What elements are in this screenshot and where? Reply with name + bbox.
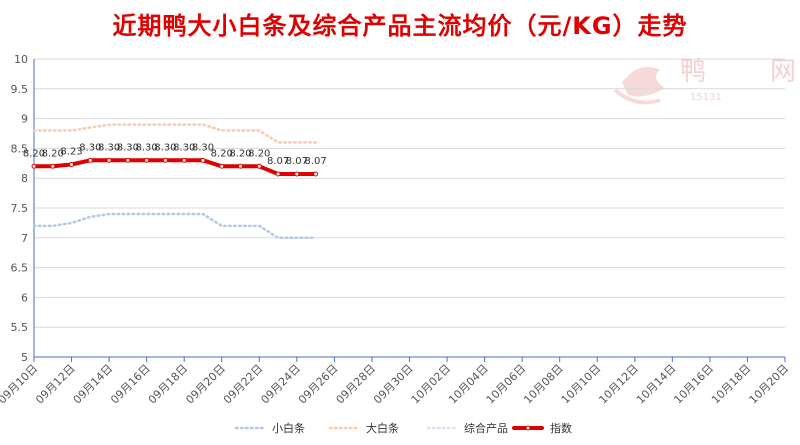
data-point [87, 157, 93, 163]
x-tick-label: 10月18日 [709, 362, 754, 407]
y-tick-label: 10 [14, 53, 28, 66]
data-label: 8.07 [267, 156, 289, 167]
data-point [294, 171, 300, 177]
y-tick-label: 8 [21, 172, 28, 185]
grid [34, 58, 785, 358]
x-tick-label: 10月12日 [596, 362, 641, 407]
data-labels: 8.208.208.238.308.308.308.308.308.308.30… [23, 142, 327, 167]
x-tick-label: 10月06日 [484, 362, 529, 407]
data-label: 8.30 [173, 142, 195, 153]
data-point [31, 163, 37, 169]
legend-label: 综合产品 [464, 421, 508, 435]
y-tick-label: 8.5 [11, 142, 29, 155]
axes: 5 5.5 6 6.5 7 7.5 8 8.5 9 9.5 10 09月10日09月12日09月14日… [0, 53, 791, 406]
y-tick-label: 7 [21, 232, 28, 245]
x-tick-label: 09月24日 [258, 362, 303, 407]
data-label: 8.20 [248, 148, 270, 159]
y-tick-label: 9 [21, 113, 28, 126]
x-tick-label: 09月18日 [146, 362, 191, 407]
data-label: 8.07 [304, 156, 326, 167]
legend-label: 大白条 [366, 421, 399, 435]
data-label: 8.30 [98, 142, 120, 153]
x-tick-label: 10月08日 [521, 362, 566, 407]
watermark-text-left: 鸭 [680, 57, 706, 87]
y-tick-label: 6 [21, 291, 28, 304]
series-line-0 [32, 212, 317, 240]
x-tick-label: 09月26日 [296, 362, 341, 407]
y-tick-label: 5.5 [11, 321, 29, 334]
legend-label: 指数 [550, 421, 572, 435]
data-label: 8.23 [60, 146, 82, 157]
y-tick-label: 7.5 [11, 202, 29, 215]
x-tick-label: 10月16日 [671, 362, 716, 407]
data-label: 8.30 [154, 142, 176, 153]
data-point [219, 163, 225, 169]
x-tick-label: 09月10日 [0, 362, 40, 407]
data-point [238, 163, 244, 169]
chart-title: 近期鸭大小白条及综合产品主流均价（元/KG）走势 [112, 12, 688, 40]
x-tick-label: 09月16日 [108, 362, 153, 407]
data-point [50, 163, 56, 169]
series [31, 123, 319, 240]
data-point [200, 157, 206, 163]
data-label: 8.20 [211, 148, 233, 159]
data-label: 8.30 [136, 142, 158, 153]
x-tick-label: 09月22日 [221, 362, 266, 407]
x-tick-label: 09月14日 [71, 362, 116, 407]
x-tick-label: 09月12日 [33, 362, 78, 407]
data-label: 8.30 [117, 142, 139, 153]
legend-marker [525, 425, 531, 431]
duck-logo-icon [613, 66, 665, 105]
watermark-text-right: 网 [770, 57, 796, 87]
y-tick-label: 5 [21, 351, 28, 364]
x-tick-label: 10月04日 [446, 362, 491, 407]
data-label: 8.30 [192, 142, 214, 153]
x-tick-label: 10月20日 [747, 362, 792, 407]
data-label: 8.07 [286, 156, 308, 167]
x-tick-label: 09月30日 [371, 362, 416, 407]
data-point [69, 161, 75, 167]
data-point [106, 157, 112, 163]
data-label: 8.20 [23, 148, 45, 159]
data-point [275, 171, 281, 177]
x-tick-label: 10月02日 [409, 362, 454, 407]
x-tick-label: 10月10日 [559, 362, 604, 407]
data-point [256, 163, 262, 169]
y-tick-label: 6.5 [11, 262, 29, 275]
data-point [313, 171, 319, 177]
series-line-1 [32, 123, 317, 144]
x-tick-label: 09月28日 [334, 362, 379, 407]
data-label: 8.20 [42, 148, 64, 159]
x-tick-label: 10月14日 [634, 362, 679, 407]
y-tick-label: 9.5 [11, 83, 29, 96]
data-point [181, 157, 187, 163]
series-line-3 [32, 158, 318, 176]
x-tick-label: 09月20日 [183, 362, 228, 407]
data-label: 8.30 [79, 142, 101, 153]
legend-label: 小白条 [272, 421, 305, 435]
watermark-number: 15131 [690, 92, 722, 103]
data-point [125, 157, 131, 163]
data-point [144, 157, 150, 163]
watermark: 鸭 网 15131 [613, 57, 796, 105]
legend: 小白条 大白条 综合产品 指数 [234, 421, 572, 435]
data-label: 8.20 [229, 148, 251, 159]
data-point [162, 157, 168, 163]
